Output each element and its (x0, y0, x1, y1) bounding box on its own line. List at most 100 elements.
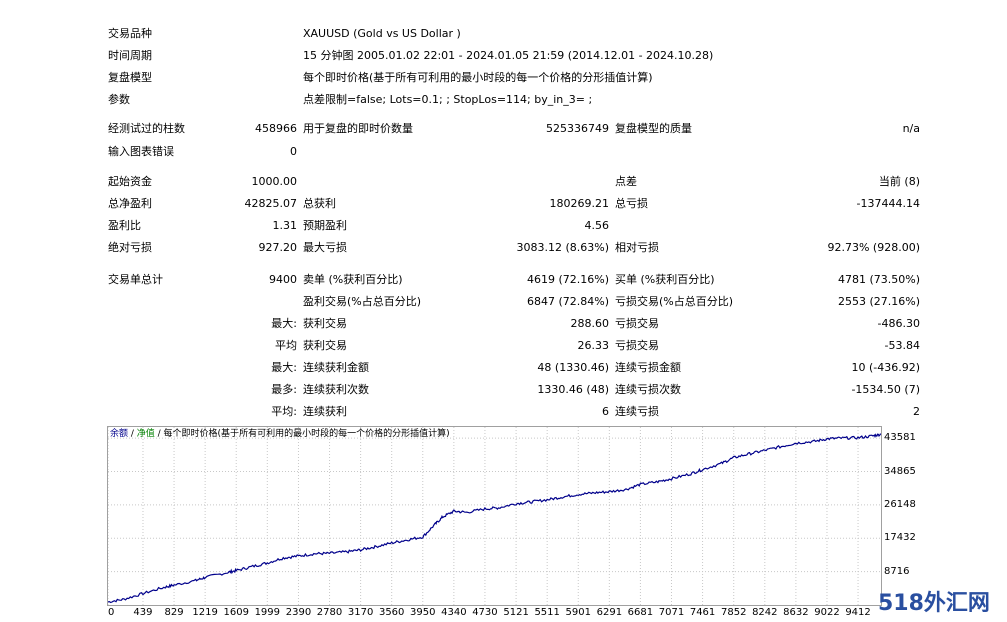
average-loss-value: -53.84 (884, 339, 920, 352)
average-consecutive-losses-label: 连续亏损 (615, 405, 659, 418)
errors-label: 输入图表错误 (108, 145, 174, 158)
y-tick-label: 17432 (884, 532, 916, 544)
max-consecutive-losses-label: 连续亏损金额 (615, 361, 681, 374)
x-tick-label: 439 (133, 607, 153, 618)
x-tick-label: 0 (108, 607, 115, 618)
x-tick-label: 3170 (347, 607, 374, 618)
short-positions-label: 卖单 (%获利百分比) (303, 273, 403, 286)
period-value: 15 分钟图 2005.01.02 22:01 - 2024.01.05 21:… (303, 49, 714, 62)
net-profit-label: 总净盈利 (108, 197, 152, 210)
profit-factor-label: 盈利比 (108, 219, 141, 232)
profit-factor-value: 1.31 (272, 219, 298, 232)
x-tick-label: 6681 (627, 607, 654, 618)
average-consecutive-wins-value: 6 (602, 405, 609, 418)
model-label: 复盘模型 (108, 71, 152, 84)
x-tick-label: 7852 (720, 607, 747, 618)
average-consecutive-prefix: 平均: (271, 405, 297, 418)
largest-profit-value: 288.60 (570, 317, 610, 330)
x-tick-label: 5511 (534, 607, 560, 618)
x-tick-label: 829 (164, 607, 184, 618)
legend-model: / 每个即时价格(基于所有可利用的最小时段的每一个价格的分形插值计算) (154, 429, 450, 439)
x-tick-label: 8242 (752, 607, 778, 618)
most-prefix: 最多: (271, 383, 297, 396)
average-consecutive-losses-value: 2 (913, 405, 920, 418)
x-tick-label: 6291 (596, 607, 623, 618)
maximum-prefix: 最大: (271, 361, 297, 374)
chart-legend: 余额 / 净值 / 每个即时价格(基于所有可利用的最小时段的每一个价格的分形插值… (110, 428, 450, 440)
symbol-value: XAUUSD (Gold vs US Dollar ) (303, 27, 461, 40)
most-consecutive-loss-value: -1534.50 (7) (851, 383, 920, 396)
gross-profit-value: 180269.21 (549, 197, 610, 210)
errors-value: 0 (290, 145, 297, 158)
absolute-drawdown-label: 绝对亏损 (108, 241, 152, 254)
params-label: 参数 (108, 93, 130, 106)
quality-value: n/a (902, 122, 920, 135)
x-tick-label: 4730 (472, 607, 498, 618)
short-positions-value: 4619 (72.16%) (526, 273, 609, 286)
bars-label: 经测试过的柱数 (108, 122, 185, 135)
period-label: 时间周期 (108, 49, 152, 62)
x-tick-label: 5901 (565, 607, 591, 618)
long-positions-value: 4781 (73.50%) (837, 273, 920, 286)
most-consecutive-loss-label: 连续亏损次数 (615, 383, 681, 396)
deposit-label: 起始资金 (108, 175, 152, 188)
x-tick-label: 5121 (503, 607, 529, 618)
long-positions-label: 买单 (%获利百分比) (615, 273, 715, 286)
quality-label: 复盘模型的质量 (615, 122, 692, 135)
x-tick-label: 1609 (223, 607, 249, 618)
y-tick-label: 43581 (884, 432, 916, 444)
average-profit-label: 获利交易 (303, 339, 347, 352)
x-tick-label: 2390 (285, 607, 312, 618)
total-trades-label: 交易单总计 (108, 273, 163, 286)
relative-drawdown-value: 92.73% (928.00) (827, 241, 920, 254)
average-loss-label: 亏损交易 (615, 339, 659, 352)
x-tick-label: 1219 (192, 607, 218, 618)
bars-value: 458966 (255, 122, 297, 135)
x-tick-label: 7071 (658, 607, 685, 618)
expected-payoff-value: 4.56 (584, 219, 610, 232)
max-consecutive-wins-label: 连续获利金额 (303, 361, 369, 374)
legend-equity: 净值 (136, 429, 155, 439)
maximal-drawdown-value: 3083.12 (8.63%) (516, 241, 609, 254)
x-tick-label: 9412 (845, 607, 871, 618)
x-tick-label: 3950 (410, 607, 436, 618)
symbol-label: 交易品种 (108, 27, 152, 40)
max-consecutive-wins-value: 48 (1330.46) (537, 361, 609, 374)
spread-value: 当前 (8) (878, 175, 920, 188)
largest-loss-label: 亏损交易 (615, 317, 659, 330)
ticks-value: 525336749 (546, 122, 609, 135)
x-tick-label: 3560 (378, 607, 405, 618)
absolute-drawdown-value: 927.20 (258, 241, 298, 254)
profit-trades-value: 6847 (72.84%) (526, 295, 609, 308)
profit-trades-label: 盈利交易(%占总百分比) (303, 295, 422, 308)
deposit-value: 1000.00 (251, 175, 298, 188)
spread-label: 点差 (615, 175, 637, 188)
model-value: 每个即时价格(基于所有可利用的最小时段的每一个价格的分形插值计算) (303, 71, 653, 84)
max-consecutive-losses-value: 10 (-436.92) (851, 361, 920, 374)
most-consecutive-profit-label: 连续获利次数 (303, 383, 369, 396)
average-profit-value: 26.33 (577, 339, 610, 352)
maximal-drawdown-label: 最大亏损 (303, 241, 347, 254)
largest-prefix: 最大: (271, 317, 297, 330)
y-tick-label: 26148 (884, 498, 916, 510)
params-value: 点差限制=false; Lots=0.1; ; StopLos=114; by_… (303, 93, 593, 106)
most-consecutive-profit-value: 1330.46 (48) (537, 383, 609, 396)
loss-trades-value: 2553 (27.16%) (837, 295, 920, 308)
total-trades-value: 9400 (269, 273, 297, 286)
largest-loss-value: -486.30 (877, 317, 920, 330)
relative-drawdown-label: 相对亏损 (615, 241, 659, 254)
gross-loss-label: 总亏损 (615, 197, 648, 210)
x-tick-label: 7461 (689, 607, 716, 618)
balance-chart-plot (108, 427, 881, 605)
y-tick-label: 34865 (884, 465, 916, 477)
average-prefix: 平均 (275, 339, 297, 352)
largest-profit-label: 获利交易 (303, 317, 347, 330)
expected-payoff-label: 预期盈利 (303, 219, 347, 232)
balance-chart (107, 426, 882, 606)
x-tick-label: 4340 (441, 607, 467, 618)
gross-loss-value: -137444.14 (856, 197, 920, 210)
x-tick-label: 8632 (783, 607, 809, 618)
watermark-logo: 518外汇网 (878, 591, 990, 616)
balance-line (108, 433, 881, 604)
gross-profit-label: 总获利 (303, 197, 336, 210)
